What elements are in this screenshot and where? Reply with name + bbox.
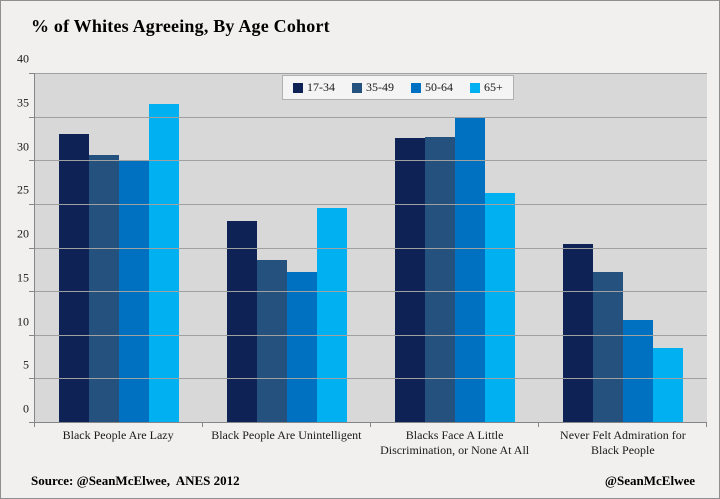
y-tick-mark-35: [29, 116, 35, 118]
bar-group-4: [539, 73, 707, 422]
y-tick-label-30: 30: [17, 139, 29, 153]
bar-17-34-group-4: [563, 244, 593, 422]
bar-35-49-group-2: [257, 259, 287, 422]
x-tick-mark-3: [538, 422, 539, 427]
y-tick-label-10: 10: [17, 314, 29, 328]
bar-35-49-group-1: [89, 155, 119, 422]
y-tick-label-20: 20: [17, 226, 29, 241]
y-tick-label-0: 0: [23, 401, 29, 416]
x-tick-mark-0: [34, 422, 35, 427]
legend-swatch-50-64: [411, 82, 421, 93]
x-category-label-3: Blacks Face A Little Discrimination, or N…: [380, 428, 530, 457]
bar-50-64-group-2: [287, 271, 317, 422]
legend-item-50-64: 50-64: [411, 80, 453, 95]
legend-label-17-34: 17-34: [307, 80, 335, 94]
gridline-5: [35, 378, 707, 380]
y-tick-mark-15: [29, 291, 35, 293]
y-tick-mark-25: [29, 203, 35, 205]
bar-17-34-group-2: [227, 221, 257, 422]
legend-item-65+: 65+: [470, 80, 503, 95]
legend-label-65+: 65+: [484, 80, 503, 94]
y-tick-label-35: 35: [17, 95, 29, 110]
y-tick-mark-40: [29, 73, 35, 74]
y-tick-mark-5: [29, 378, 35, 380]
legend-label-50-64: 50-64: [425, 80, 453, 94]
y-tick-mark-30: [29, 160, 35, 162]
legend-swatch-35-49: [352, 82, 362, 93]
bar-65+-group-4: [653, 347, 683, 422]
legend-swatch-65+: [470, 82, 480, 93]
y-axis-labels: 0 5 10 15 20 25 30 35 40: [1, 52, 29, 423]
y-tick-mark-0: [29, 422, 35, 423]
bar-65+-group-3: [485, 192, 515, 422]
legend-item-17-34: 17-34: [293, 80, 335, 95]
x-tick-mark-4: [706, 422, 707, 427]
x-category-label-1: Black People Are Lazy: [62, 428, 174, 442]
legend-swatch-17-34: [293, 82, 303, 93]
gridline-35: [35, 116, 707, 118]
credit-note: @SeanMcElwee: [604, 473, 695, 488]
gridline-20: [35, 247, 707, 249]
gridline-30: [35, 160, 707, 162]
bar-35-49-group-4: [593, 271, 623, 422]
x-category-label-2: Black People Are Unintelligent: [211, 428, 362, 442]
y-tick-label-5: 5: [23, 357, 29, 372]
y-tick-label-15: 15: [17, 270, 29, 285]
bar-groups: [35, 73, 707, 422]
bar-50-64-group-4: [623, 319, 653, 422]
legend: 17-34 35-49 50-64 65+: [282, 75, 514, 100]
bar-group-2: [203, 73, 371, 422]
gridline-15: [35, 291, 707, 293]
x-axis-labels: Black People Are Lazy Black People Are Un…: [34, 428, 707, 458]
x-tick-mark-2: [370, 422, 371, 427]
plot-area: [29, 73, 707, 427]
y-tick-label-25: 25: [17, 182, 29, 197]
y-tick-label-40: 40: [17, 51, 29, 66]
bar-35-49-group-3: [425, 136, 455, 422]
y-tick-mark-20: [29, 247, 35, 249]
gridline-40: [35, 73, 707, 74]
legend-label-35-49: 35-49: [366, 80, 394, 94]
x-category-label-4: Never Felt Admiration for Black People: [560, 428, 686, 457]
bar-17-34-group-3: [395, 138, 425, 422]
x-tick-mark-1: [202, 422, 203, 427]
bar-65+-group-1: [149, 103, 179, 422]
gridline-25: [35, 203, 707, 205]
legend-item-35-49: 35-49: [352, 80, 394, 95]
gridline-10: [35, 334, 707, 336]
bar-group-3: [371, 73, 539, 422]
chart-title: % of Whites Agreeing, By Age Cohort: [31, 16, 330, 36]
bar-50-64-group-3: [455, 118, 485, 422]
bar-17-34-group-1: [59, 134, 89, 422]
y-tick-mark-10: [29, 334, 35, 336]
source-note: Source: @SeanMcElwee, ANES 2012: [31, 473, 240, 488]
bar-65+-group-2: [317, 208, 347, 422]
